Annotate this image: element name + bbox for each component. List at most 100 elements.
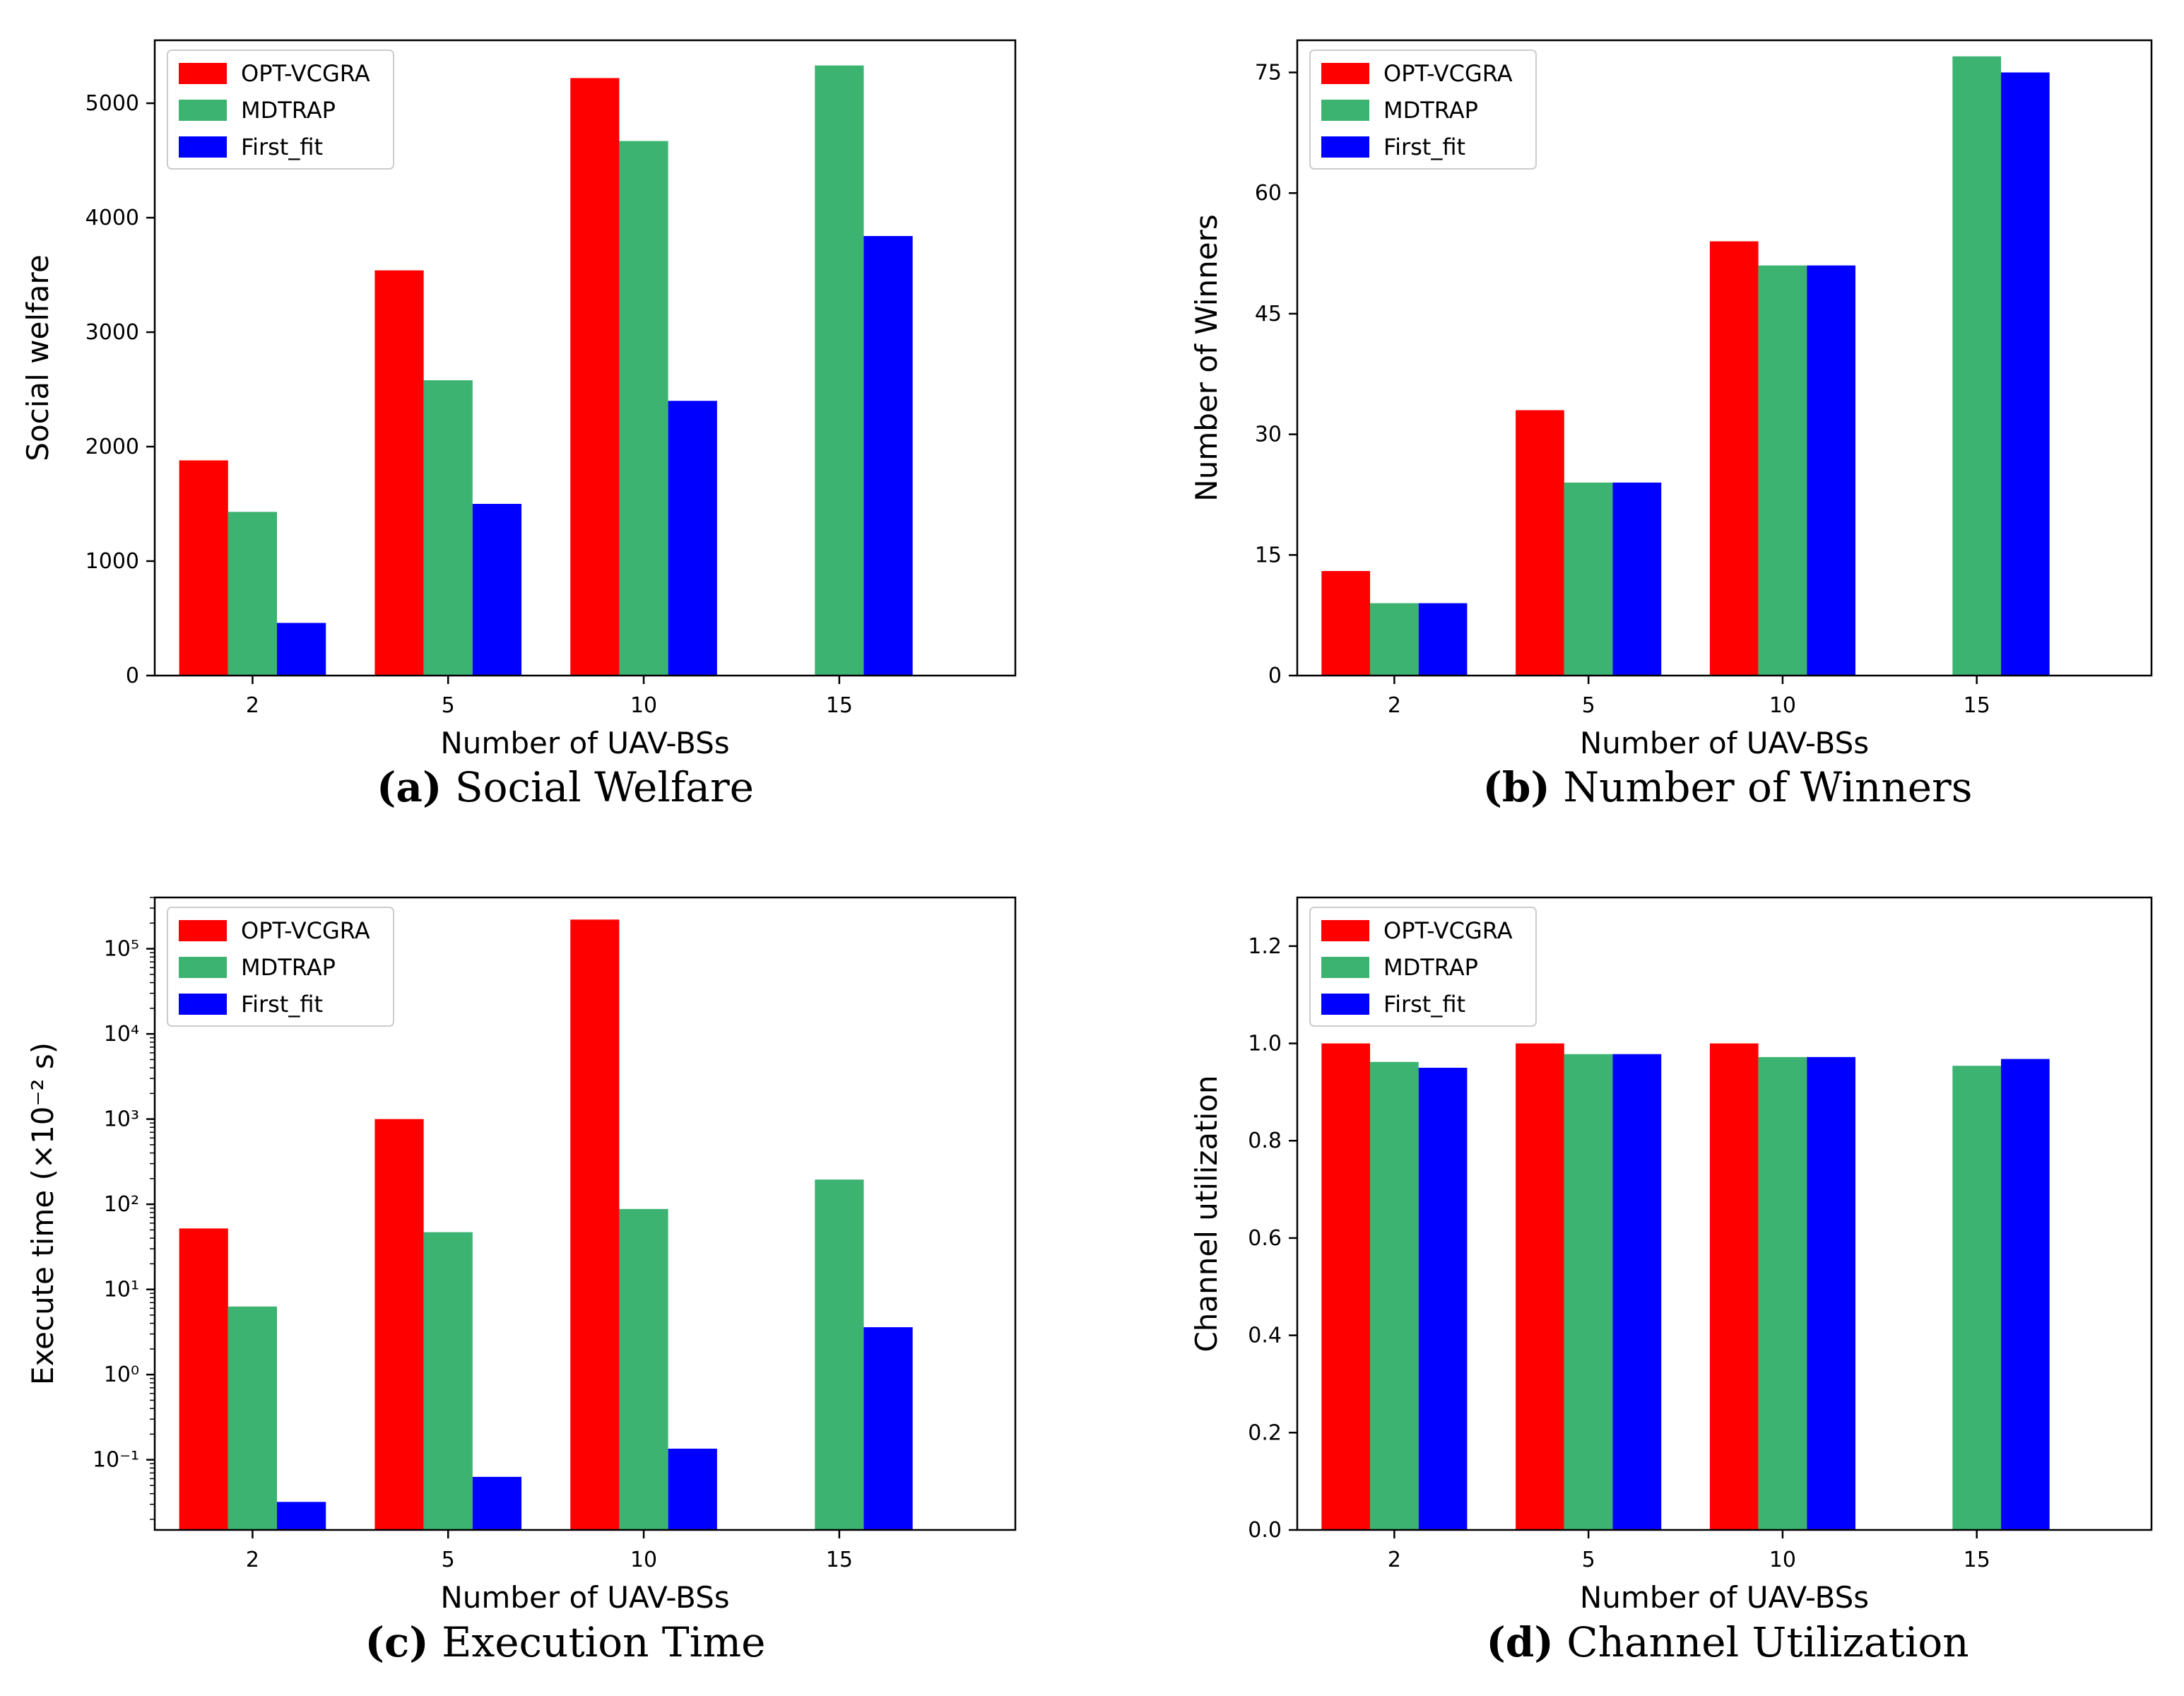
x-axis-label: Number of UAV-BSs — [1580, 726, 1869, 760]
bar — [570, 919, 620, 1530]
chart-channel-utilization: 0.0 0.2 0.4 0.6 0.8 1.0 1.2 2 5 10 15 Number of UAV… — [1189, 896, 2153, 1615]
y-tick-label: 10⁰ — [104, 1362, 139, 1387]
x-tick-label: 15 — [826, 693, 853, 718]
bar — [277, 1502, 326, 1530]
x-tick-label: 5 — [1582, 1548, 1595, 1572]
x-tick-label: 5 — [442, 1548, 455, 1572]
caption-tag: (c) — [365, 1618, 429, 1666]
legend-label: OPT-VCGRA — [241, 917, 370, 944]
caption-d: (d) Channel Utilization — [1162, 1618, 2184, 1666]
x-tick-label: 10 — [630, 693, 657, 718]
y-tick-label: 2000 — [85, 435, 139, 459]
y-tick-label: 10¹ — [104, 1278, 139, 1302]
caption-text: Execution Time — [442, 1618, 766, 1666]
bar — [374, 270, 424, 676]
legend-label: First_fit — [1383, 991, 1465, 1018]
x-tick-label: 15 — [1964, 1548, 1990, 1572]
bar — [1758, 1056, 1807, 1530]
legend-swatch — [1321, 136, 1369, 158]
caption-a: (a) Social Welfare — [0, 763, 1131, 811]
y-tick-label: 45 — [1255, 302, 1282, 326]
y-tick-label: 0.8 — [1248, 1129, 1282, 1153]
bar — [228, 512, 278, 676]
bar — [1709, 241, 1759, 676]
x-tick-label: 15 — [826, 1548, 853, 1572]
bar — [1370, 1061, 1419, 1530]
legend-swatch — [1321, 920, 1369, 941]
legend-label: OPT-VCGRA — [241, 60, 370, 87]
legend-label: First_fit — [1383, 134, 1465, 160]
legend-swatch — [179, 920, 227, 941]
legend-swatch — [179, 136, 227, 158]
bar — [1516, 410, 1564, 676]
y-tick-label: 0.4 — [1248, 1324, 1282, 1348]
y-tick-label: 10⁵ — [104, 937, 139, 962]
y-tick-label: 15 — [1255, 543, 1282, 567]
legend-label: MDTRAP — [241, 954, 336, 981]
legend-label: First_fit — [241, 991, 323, 1018]
x-tick-label: 5 — [442, 693, 455, 718]
plot-frame — [1296, 896, 2153, 1531]
y-tick-label: 1.0 — [1248, 1032, 1282, 1056]
caption-tag: (d) — [1486, 1618, 1554, 1666]
bar — [1418, 603, 1468, 676]
x-tick-label: 5 — [1582, 693, 1595, 718]
bar — [1807, 265, 1855, 676]
y-tick-label: 60 — [1255, 181, 1282, 206]
bar — [1952, 56, 2002, 676]
bar — [1564, 1054, 1613, 1530]
bar — [668, 1448, 717, 1530]
x-axis-label: Number of UAV-BSs — [440, 1580, 729, 1615]
y-tick-label: 1000 — [85, 549, 139, 574]
bar — [1370, 603, 1419, 676]
bar — [815, 1179, 864, 1530]
x-tick-label: 10 — [630, 1548, 657, 1572]
bar — [863, 235, 913, 676]
y-tick-label: 4000 — [85, 206, 139, 230]
x-tick-label: 2 — [1388, 1548, 1401, 1572]
x-tick-label: 10 — [1769, 693, 1796, 718]
y-tick-label: 10² — [104, 1192, 139, 1217]
bar — [374, 1119, 424, 1530]
bar — [863, 1327, 913, 1530]
legend-label: OPT-VCGRA — [1383, 917, 1513, 944]
bar — [1709, 1043, 1759, 1530]
x-tick-label: 10 — [1769, 1548, 1796, 1572]
y-tick-label: 0 — [126, 664, 139, 688]
x-axis-label: Number of UAV-BSs — [440, 726, 729, 760]
y-axis-label: Social welfare — [20, 254, 55, 461]
y-axis-label: Channel utilization — [1189, 1075, 1224, 1352]
bar — [815, 65, 864, 676]
x-tick-label: 15 — [1964, 693, 1990, 718]
plot-frame — [153, 896, 1017, 1531]
caption-text: Social Welfare — [454, 763, 754, 811]
y-tick-label: 3000 — [85, 320, 139, 345]
legend-label: MDTRAP — [1383, 97, 1478, 124]
legend-swatch — [1321, 100, 1369, 121]
y-tick-label: 1.2 — [1248, 934, 1282, 959]
bar — [423, 380, 473, 676]
y-tick-label: 0.0 — [1248, 1518, 1282, 1543]
caption-text: Number of Winners — [1563, 763, 1973, 811]
bar — [1321, 571, 1371, 676]
y-axis-label: Execute time (×10⁻² s) — [25, 1042, 60, 1385]
legend-label: First_fit — [241, 134, 323, 160]
chart-number-of-winners: 0 15 30 45 60 75 2 5 10 15 Number of UAV-BSs Number… — [1189, 39, 2153, 760]
bar — [423, 1232, 473, 1530]
y-tick-label: 10⁴ — [104, 1022, 139, 1047]
y-tick-label: 10³ — [104, 1107, 139, 1132]
x-tick-label: 2 — [246, 693, 259, 718]
bar — [1758, 265, 1807, 676]
y-tick-label: 30 — [1255, 423, 1282, 447]
legend-swatch — [179, 994, 227, 1015]
bar — [1418, 1067, 1468, 1530]
y-axis-label: Number of Winners — [1189, 214, 1224, 501]
bar — [1564, 482, 1613, 676]
legend-swatch — [179, 957, 227, 978]
chart-execution-time: 10⁻¹ 10⁰ 10¹ 10² 10³ 10⁴ 10⁵ 2 5 10 15 Number of UA… — [25, 896, 1017, 1615]
legend-swatch — [179, 100, 227, 121]
legend-swatch — [1321, 994, 1369, 1015]
bar — [1807, 1056, 1855, 1530]
chart-social-welfare: 0 1000 2000 3000 4000 5000 2 5 10 15 Number of UAV… — [20, 39, 1017, 760]
x-tick-label: 2 — [1388, 693, 1401, 718]
